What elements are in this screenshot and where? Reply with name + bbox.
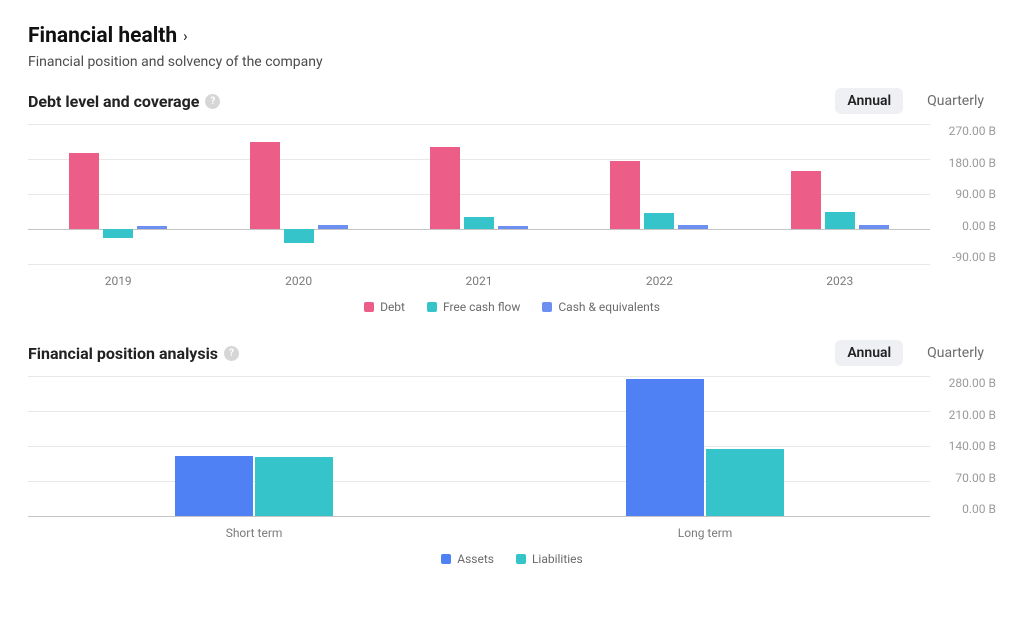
legend-label: Liabilities bbox=[532, 552, 583, 566]
bar bbox=[318, 225, 348, 229]
legend-swatch bbox=[542, 302, 552, 312]
x-tick-label: 2022 bbox=[646, 274, 673, 288]
chart-title-text: Debt level and coverage bbox=[28, 92, 199, 111]
bar bbox=[464, 217, 494, 229]
axis-zero-line bbox=[28, 516, 930, 517]
x-tick-label: Long term bbox=[678, 526, 733, 540]
legend-item: Free cash flow bbox=[427, 300, 520, 314]
bar bbox=[284, 229, 314, 243]
section-title[interactable]: Financial health › bbox=[28, 24, 188, 48]
section-title-text: Financial health bbox=[28, 24, 177, 48]
chevron-right-icon: › bbox=[183, 27, 188, 45]
chart-legend: Debt Free cash flow Cash & equivalents bbox=[28, 300, 996, 314]
tab-quarterly[interactable]: Quarterly bbox=[915, 340, 996, 366]
bar bbox=[610, 161, 640, 229]
y-tick-label: 180.00 B bbox=[936, 156, 996, 170]
bar-group bbox=[250, 124, 348, 264]
y-axis-ticks: 280.00 B 210.00 B 140.00 B 70.00 B 0.00 B bbox=[930, 376, 996, 516]
bar bbox=[255, 457, 333, 516]
y-tick-label: 0.00 B bbox=[936, 502, 996, 516]
bar bbox=[175, 456, 253, 516]
bar bbox=[859, 225, 889, 229]
bar bbox=[626, 379, 704, 517]
legend-item: Assets bbox=[441, 552, 494, 566]
bar bbox=[250, 142, 280, 230]
y-tick-label: 280.00 B bbox=[936, 376, 996, 390]
bar-group bbox=[430, 124, 528, 264]
period-toggle: Annual Quarterly bbox=[835, 88, 996, 114]
legend-swatch bbox=[427, 302, 437, 312]
bar bbox=[644, 213, 674, 229]
chart-plot: Short term Long term bbox=[28, 376, 930, 540]
bar bbox=[137, 226, 167, 229]
tab-annual[interactable]: Annual bbox=[835, 340, 903, 366]
legend-swatch bbox=[441, 554, 451, 564]
chart-title-text: Financial position analysis bbox=[28, 344, 218, 363]
tab-annual[interactable]: Annual bbox=[835, 88, 903, 114]
bar bbox=[706, 449, 784, 517]
bar-group bbox=[626, 376, 784, 516]
bar-group bbox=[69, 124, 167, 264]
x-tick-label: 2023 bbox=[826, 274, 853, 288]
legend-item: Liabilities bbox=[516, 552, 583, 566]
bar bbox=[430, 147, 460, 229]
chart-title: Debt level and coverage ? bbox=[28, 92, 220, 111]
legend-item: Debt bbox=[364, 300, 405, 314]
bar-group bbox=[610, 124, 708, 264]
legend-swatch bbox=[516, 554, 526, 564]
bar bbox=[791, 171, 821, 229]
help-icon[interactable]: ? bbox=[224, 346, 239, 361]
y-tick-label: -90.00 B bbox=[936, 250, 996, 264]
x-tick-label: 2021 bbox=[465, 274, 492, 288]
chart-legend: Assets Liabilities bbox=[28, 552, 996, 566]
period-toggle: Annual Quarterly bbox=[835, 340, 996, 366]
chart-financial-position: Financial position analysis ? Annual Qua… bbox=[28, 340, 996, 566]
tab-quarterly[interactable]: Quarterly bbox=[915, 88, 996, 114]
y-tick-label: 270.00 B bbox=[936, 124, 996, 138]
x-tick-label: 2019 bbox=[105, 274, 132, 288]
chart-title: Financial position analysis ? bbox=[28, 344, 239, 363]
gridline bbox=[28, 264, 930, 265]
bar bbox=[69, 153, 99, 229]
y-axis-ticks: 270.00 B 180.00 B 90.00 B 0.00 B -90.00 B bbox=[930, 124, 996, 264]
legend-item: Cash & equivalents bbox=[542, 300, 660, 314]
bar bbox=[498, 226, 528, 230]
legend-label: Free cash flow bbox=[443, 300, 520, 314]
legend-label: Debt bbox=[380, 300, 405, 314]
legend-swatch bbox=[364, 302, 374, 312]
y-tick-label: 90.00 B bbox=[936, 187, 996, 201]
y-tick-label: 210.00 B bbox=[936, 408, 996, 422]
chart-plot: 2019 2020 2021 2022 2023 bbox=[28, 124, 930, 288]
legend-label: Cash & equivalents bbox=[558, 300, 660, 314]
x-tick-label: 2020 bbox=[285, 274, 312, 288]
help-icon[interactable]: ? bbox=[205, 94, 220, 109]
section-subtitle: Financial position and solvency of the c… bbox=[28, 54, 996, 70]
bar bbox=[678, 225, 708, 229]
bar-group bbox=[175, 376, 333, 516]
bar bbox=[825, 212, 855, 230]
bar bbox=[103, 229, 133, 238]
legend-label: Assets bbox=[457, 552, 494, 566]
x-tick-label: Short term bbox=[226, 526, 283, 540]
y-tick-label: 140.00 B bbox=[936, 439, 996, 453]
y-tick-label: 70.00 B bbox=[936, 471, 996, 485]
y-tick-label: 0.00 B bbox=[936, 219, 996, 233]
bar-group bbox=[791, 124, 889, 264]
chart-debt-level: Debt level and coverage ? Annual Quarter… bbox=[28, 88, 996, 314]
